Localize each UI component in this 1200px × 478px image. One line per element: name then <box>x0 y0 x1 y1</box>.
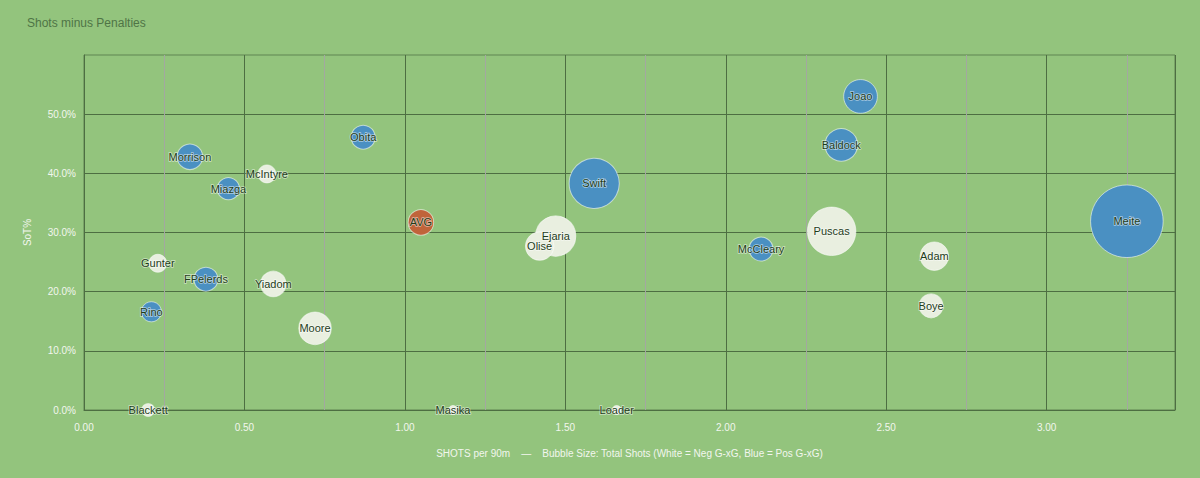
svg-text:Yiadom: Yiadom <box>255 278 292 290</box>
svg-text:SHOTS per 90m — Bubble S: SHOTS per 90m — Bubble Size: Total Shots… <box>436 448 823 459</box>
svg-text:50.0%: 50.0% <box>48 109 76 120</box>
svg-text:Loader: Loader <box>600 404 635 416</box>
svg-text:FPelerds: FPelerds <box>184 273 229 285</box>
svg-text:3.00: 3.00 <box>1037 422 1057 433</box>
svg-text:0.00: 0.00 <box>74 422 94 433</box>
svg-text:Boye: Boye <box>919 300 944 312</box>
svg-text:Swift: Swift <box>582 177 606 189</box>
svg-text:Baldock: Baldock <box>822 139 862 151</box>
svg-text:Shots minus Penalties: Shots minus Penalties <box>27 16 146 30</box>
svg-text:Rino: Rino <box>140 306 163 318</box>
svg-text:AVG: AVG <box>410 216 432 228</box>
svg-text:2.50: 2.50 <box>876 422 896 433</box>
svg-text:20.0%: 20.0% <box>48 286 76 297</box>
svg-text:0.50: 0.50 <box>235 422 255 433</box>
svg-text:Miazga: Miazga <box>211 183 247 195</box>
svg-text:0.0%: 0.0% <box>53 405 76 416</box>
svg-text:Masika: Masika <box>436 404 472 416</box>
svg-text:SoT%: SoT% <box>22 219 33 246</box>
svg-text:Joao: Joao <box>849 90 873 102</box>
svg-text:Ejaria: Ejaria <box>541 230 570 243</box>
svg-text:Adam: Adam <box>920 250 949 262</box>
svg-text:Meite: Meite <box>1113 215 1140 227</box>
svg-text:Obita: Obita <box>350 131 377 143</box>
svg-text:McIntyre: McIntyre <box>246 168 288 180</box>
svg-text:Blackett: Blackett <box>129 404 168 416</box>
svg-text:2.00: 2.00 <box>716 422 736 433</box>
svg-text:1.50: 1.50 <box>556 422 576 433</box>
svg-text:Puscas: Puscas <box>814 225 851 237</box>
svg-text:Morrison: Morrison <box>168 151 211 163</box>
svg-text:Moore: Moore <box>299 322 330 334</box>
svg-text:McCleary: McCleary <box>738 243 785 255</box>
svg-text:Olise: Olise <box>527 240 552 252</box>
svg-text:40.0%: 40.0% <box>48 168 76 179</box>
svg-text:10.0%: 10.0% <box>48 345 76 356</box>
svg-text:30.0%: 30.0% <box>48 227 76 238</box>
svg-text:1.00: 1.00 <box>395 422 415 433</box>
svg-text:Gunter: Gunter <box>141 257 175 269</box>
